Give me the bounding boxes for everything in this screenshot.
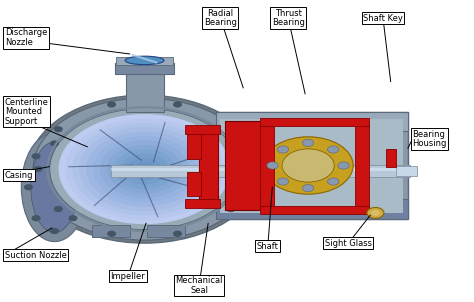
Circle shape xyxy=(80,128,209,210)
Ellipse shape xyxy=(125,56,164,65)
Circle shape xyxy=(25,185,32,190)
Circle shape xyxy=(247,167,255,172)
Circle shape xyxy=(108,102,115,107)
Bar xyxy=(185,125,220,134)
Circle shape xyxy=(69,216,77,221)
Circle shape xyxy=(128,159,161,180)
Text: Casing: Casing xyxy=(5,171,33,180)
Text: Suction Nozzle: Suction Nozzle xyxy=(5,251,67,260)
Text: Shaft: Shaft xyxy=(257,242,279,251)
Bar xyxy=(199,128,218,202)
Bar xyxy=(126,72,164,112)
Bar xyxy=(260,121,274,210)
Circle shape xyxy=(94,137,195,201)
Bar xyxy=(220,119,403,213)
Circle shape xyxy=(66,119,223,219)
Circle shape xyxy=(77,185,84,190)
Circle shape xyxy=(33,98,256,240)
Text: Mechanical
Seal: Mechanical Seal xyxy=(175,276,223,295)
Bar xyxy=(386,149,396,167)
Circle shape xyxy=(174,231,182,236)
Circle shape xyxy=(87,132,202,206)
Circle shape xyxy=(69,154,77,159)
Circle shape xyxy=(32,216,40,221)
Circle shape xyxy=(328,178,339,185)
Circle shape xyxy=(108,146,182,193)
Circle shape xyxy=(73,124,216,215)
Bar xyxy=(355,121,369,210)
Bar xyxy=(116,57,173,65)
Circle shape xyxy=(51,229,58,233)
Circle shape xyxy=(51,141,58,146)
Circle shape xyxy=(174,102,182,107)
Circle shape xyxy=(227,127,235,132)
Bar xyxy=(225,121,270,210)
Bar xyxy=(216,112,408,219)
Text: Shaft Key: Shaft Key xyxy=(363,14,403,23)
Ellipse shape xyxy=(21,133,88,242)
Bar xyxy=(111,165,410,177)
Circle shape xyxy=(32,154,40,159)
Circle shape xyxy=(367,207,384,218)
Circle shape xyxy=(267,162,278,169)
Circle shape xyxy=(328,146,339,153)
Circle shape xyxy=(338,162,349,169)
Text: Discharge
Nozzle: Discharge Nozzle xyxy=(5,28,47,47)
Bar xyxy=(187,134,201,159)
Circle shape xyxy=(227,207,235,211)
Bar xyxy=(147,225,185,237)
Circle shape xyxy=(28,95,261,243)
Circle shape xyxy=(34,167,42,172)
Circle shape xyxy=(302,185,314,192)
Circle shape xyxy=(282,149,334,182)
Bar xyxy=(396,166,417,176)
Bar xyxy=(92,225,130,237)
Bar xyxy=(260,206,369,214)
Text: Centerline
Mounted
Support: Centerline Mounted Support xyxy=(5,98,49,126)
Text: Thrust
Bearing: Thrust Bearing xyxy=(272,9,305,27)
Circle shape xyxy=(302,139,314,146)
Bar xyxy=(216,199,408,219)
Bar xyxy=(187,172,201,196)
Circle shape xyxy=(50,109,239,230)
Circle shape xyxy=(121,154,168,184)
Bar xyxy=(225,121,270,210)
Text: Sight Glass: Sight Glass xyxy=(325,239,372,248)
Circle shape xyxy=(55,207,62,211)
Bar xyxy=(185,199,220,208)
Circle shape xyxy=(100,141,189,197)
Circle shape xyxy=(114,150,175,188)
Text: Bearing
Housing: Bearing Housing xyxy=(412,130,447,148)
Bar xyxy=(111,168,410,171)
Circle shape xyxy=(371,210,380,216)
Bar xyxy=(115,63,174,74)
Circle shape xyxy=(277,146,289,153)
Bar xyxy=(260,118,369,126)
Circle shape xyxy=(277,178,289,185)
Ellipse shape xyxy=(31,142,78,233)
Circle shape xyxy=(55,127,62,132)
Circle shape xyxy=(263,137,353,194)
Circle shape xyxy=(59,115,230,223)
Circle shape xyxy=(108,231,115,236)
Circle shape xyxy=(135,163,154,175)
Text: Impeller: Impeller xyxy=(110,272,146,281)
Text: Radial
Bearing: Radial Bearing xyxy=(204,9,237,27)
Bar xyxy=(216,112,408,131)
